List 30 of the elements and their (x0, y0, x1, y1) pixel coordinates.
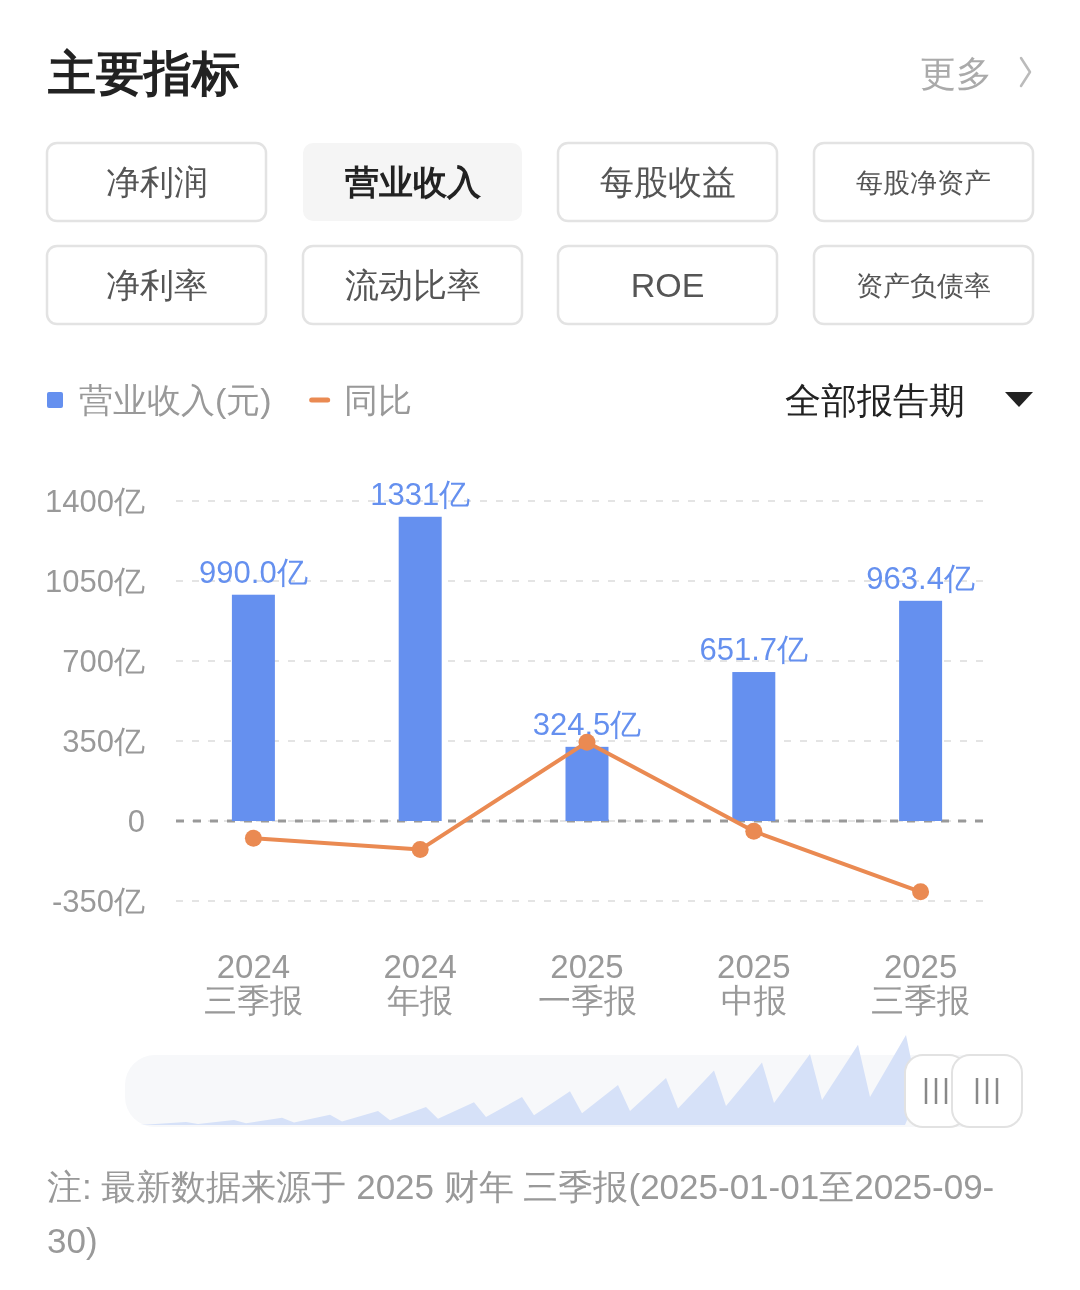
y-tick-label: 0 (127, 804, 145, 839)
bar (899, 600, 943, 821)
point (745, 822, 763, 840)
data-label: 990.0亿 (199, 554, 308, 590)
x-tick-label: 2025 三季报 (871, 948, 971, 1019)
bar (565, 746, 609, 821)
text: 全部报告期 (785, 380, 965, 421)
point (411, 841, 429, 859)
x-tick-label: 2024 年报 (383, 948, 457, 1019)
chart-title: 主要指标 (47, 47, 240, 100)
bar (398, 516, 442, 821)
point (912, 883, 930, 901)
y-tick-label: 1400亿 (45, 484, 145, 519)
x-tick-label: 2024 三季报 (203, 948, 303, 1019)
legend-label: 同比 (343, 381, 412, 419)
y-tick-label: -350亿 (51, 884, 145, 919)
x-tick-label: 2025 中报 (717, 948, 791, 1019)
y-tick-label: 350亿 (62, 724, 145, 759)
data-label: 963.4亿 (866, 560, 975, 596)
data-label: 651.7亿 (699, 632, 809, 668)
legend-label: 营业收入(元) (79, 381, 272, 419)
y-tick-label: 1050亿 (45, 564, 145, 599)
text: 注: 最新数据来源于 2025 财年 三季报(2025-01-01至2025-09-30) (47, 1166, 996, 1262)
y-tick-label: 700亿 (62, 644, 145, 679)
data-label: 1331亿 (370, 476, 471, 512)
x-tick-label: 2025 一季报 (537, 948, 637, 1019)
data-label: 324.5亿 (532, 706, 642, 742)
bar (231, 594, 275, 821)
bar (732, 672, 776, 821)
point (244, 829, 262, 847)
